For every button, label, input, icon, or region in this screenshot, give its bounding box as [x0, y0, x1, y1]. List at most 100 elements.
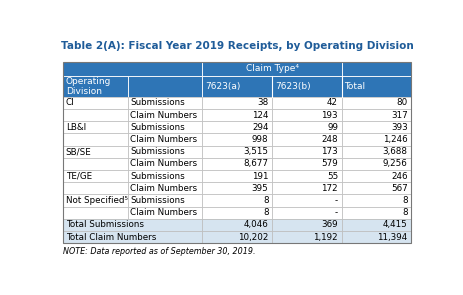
Text: -: -: [335, 208, 338, 217]
Bar: [128, 109, 202, 121]
Text: 8: 8: [263, 196, 269, 205]
Bar: [272, 133, 342, 145]
Text: Claim Numbers: Claim Numbers: [130, 208, 197, 217]
Bar: [342, 206, 411, 219]
Text: 1,246: 1,246: [383, 135, 408, 144]
Text: 294: 294: [252, 123, 269, 132]
Text: Submissions: Submissions: [130, 98, 185, 107]
Bar: [202, 206, 272, 219]
Bar: [63, 109, 128, 121]
Text: Total Claim Numbers: Total Claim Numbers: [66, 233, 156, 242]
Bar: [63, 219, 202, 231]
Text: 172: 172: [321, 184, 338, 193]
Bar: [342, 62, 411, 76]
Text: LB&I: LB&I: [66, 123, 86, 132]
Bar: [272, 158, 342, 170]
Bar: [63, 145, 128, 158]
Bar: [272, 109, 342, 121]
Text: Submissions: Submissions: [130, 172, 185, 181]
Text: Claim Numbers: Claim Numbers: [130, 111, 197, 119]
Bar: [128, 121, 202, 133]
Bar: [202, 133, 272, 145]
Bar: [63, 76, 128, 97]
Text: 9,256: 9,256: [383, 159, 408, 168]
Bar: [128, 76, 202, 97]
Text: 4,415: 4,415: [383, 220, 408, 230]
Bar: [272, 194, 342, 206]
Text: 998: 998: [252, 135, 269, 144]
Bar: [342, 76, 411, 97]
Text: Claim Numbers: Claim Numbers: [130, 184, 197, 193]
Bar: [272, 121, 342, 133]
Text: Operating
Division: Operating Division: [66, 77, 111, 96]
Text: 42: 42: [327, 98, 338, 107]
Bar: [202, 109, 272, 121]
Bar: [272, 206, 342, 219]
Bar: [128, 182, 202, 194]
Bar: [202, 170, 272, 182]
Text: 1,192: 1,192: [313, 233, 338, 242]
Text: 393: 393: [391, 123, 408, 132]
Text: TE/GE: TE/GE: [66, 172, 92, 181]
Bar: [202, 121, 272, 133]
Text: 8,677: 8,677: [244, 159, 269, 168]
Bar: [128, 158, 202, 170]
Text: Total Submissions: Total Submissions: [66, 220, 144, 230]
Bar: [63, 158, 128, 170]
Bar: [342, 194, 411, 206]
Text: 3,515: 3,515: [244, 147, 269, 156]
Bar: [342, 133, 411, 145]
Bar: [202, 97, 272, 109]
Text: 567: 567: [391, 184, 408, 193]
Bar: [63, 170, 128, 182]
Text: 3,688: 3,688: [383, 147, 408, 156]
Text: 579: 579: [321, 159, 338, 168]
Bar: [128, 206, 202, 219]
Bar: [128, 97, 202, 109]
Bar: [63, 62, 202, 76]
Text: Claim Numbers: Claim Numbers: [130, 159, 197, 168]
Bar: [202, 182, 272, 194]
Bar: [63, 97, 128, 109]
Bar: [202, 158, 272, 170]
Bar: [128, 170, 202, 182]
Text: 8: 8: [402, 196, 408, 205]
Bar: [272, 219, 342, 231]
Text: Submissions: Submissions: [130, 196, 185, 205]
Bar: [63, 62, 411, 243]
Bar: [272, 182, 342, 194]
Text: Claim Type⁴: Claim Type⁴: [245, 64, 299, 73]
Text: 7623(a): 7623(a): [206, 82, 241, 91]
Text: Not Specified⁵: Not Specified⁵: [66, 196, 128, 205]
Text: SB/SE: SB/SE: [66, 147, 92, 156]
Bar: [272, 231, 342, 243]
Bar: [342, 145, 411, 158]
Bar: [63, 194, 128, 206]
Bar: [342, 121, 411, 133]
Text: Claim Numbers: Claim Numbers: [130, 135, 197, 144]
Bar: [272, 97, 342, 109]
Bar: [63, 231, 202, 243]
Text: 248: 248: [321, 135, 338, 144]
Text: -: -: [335, 196, 338, 205]
Bar: [202, 76, 272, 97]
Text: Total: Total: [344, 82, 366, 91]
Text: 246: 246: [391, 172, 408, 181]
Text: 8: 8: [263, 208, 269, 217]
Bar: [202, 145, 272, 158]
Bar: [202, 62, 342, 76]
Text: 11,394: 11,394: [377, 233, 408, 242]
Bar: [342, 158, 411, 170]
Text: 395: 395: [252, 184, 269, 193]
Text: Table 2(A): Fiscal Year 2019 Receipts, by Operating Division: Table 2(A): Fiscal Year 2019 Receipts, b…: [61, 41, 413, 51]
Text: CI: CI: [66, 98, 75, 107]
Bar: [342, 97, 411, 109]
Bar: [202, 231, 272, 243]
Text: 38: 38: [257, 98, 269, 107]
Text: 80: 80: [396, 98, 408, 107]
Text: 7623(b): 7623(b): [275, 82, 311, 91]
Text: 173: 173: [321, 147, 338, 156]
Text: NOTE: Data reported as of September 30, 2019.: NOTE: Data reported as of September 30, …: [63, 247, 256, 256]
Text: 193: 193: [321, 111, 338, 119]
Text: Submissions: Submissions: [130, 147, 185, 156]
